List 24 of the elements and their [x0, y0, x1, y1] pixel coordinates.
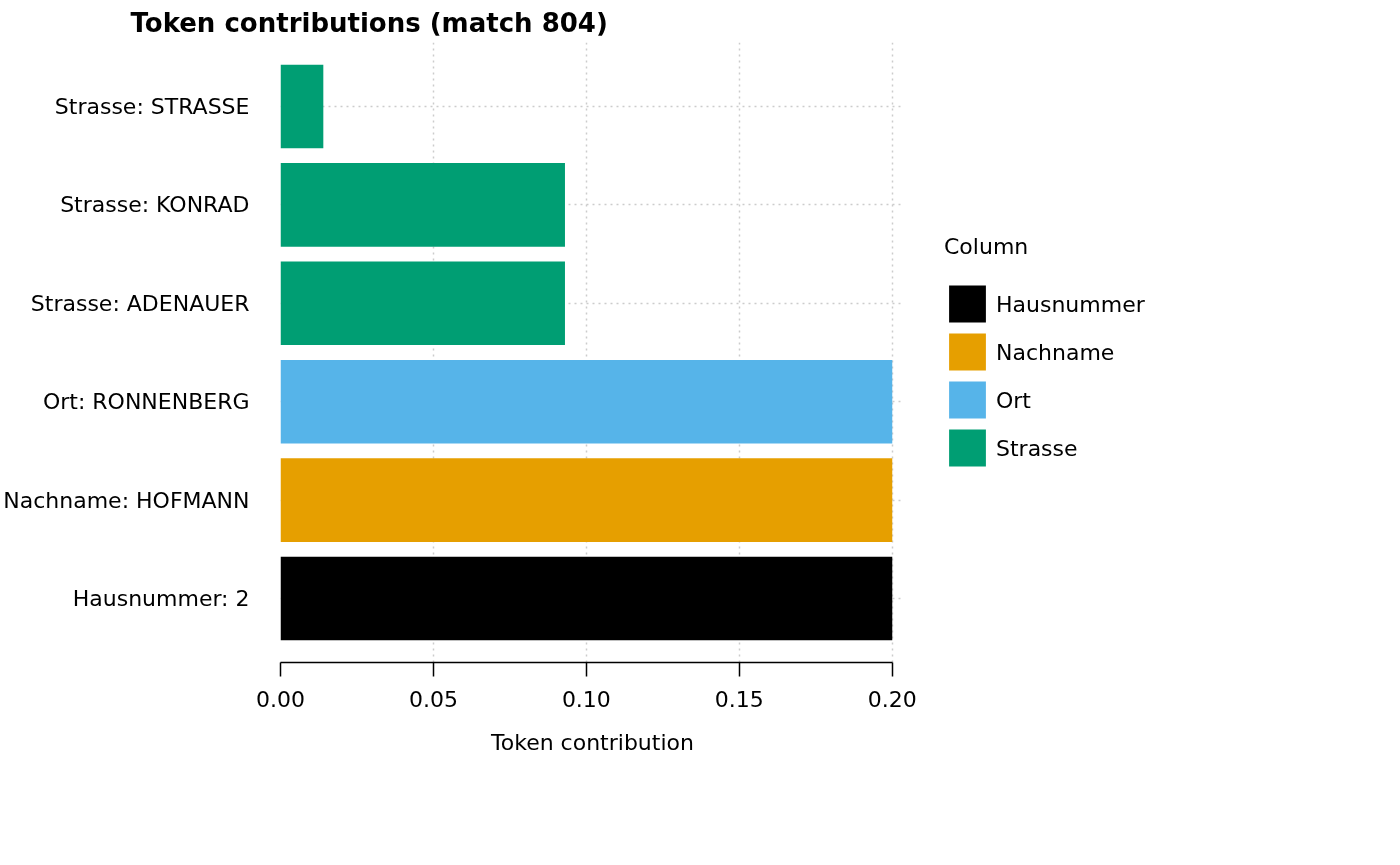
x-axis-title: Token contribution	[490, 729, 694, 755]
legend-label: Ort	[996, 387, 1031, 412]
y-tick-label: Ort: RONNENBERG	[42, 389, 250, 415]
x-tick-label: 0.00	[256, 686, 305, 712]
x-tick-label: 0.10	[561, 686, 611, 712]
y-tick-label: Nachname: HOFMANN	[3, 487, 250, 513]
y-tick-label: Hausnummer: 2	[72, 586, 250, 612]
y-tick-label: Strasse: KONRAD	[60, 192, 250, 218]
legend-title: Column	[944, 233, 1030, 259]
y-tick-label: Strasse: ADENAUER	[30, 290, 250, 316]
legend-label: Strasse	[996, 435, 1078, 460]
bar	[280, 64, 324, 149]
x-tick-label: 0.15	[714, 686, 764, 712]
x-tick-label: 0.20	[867, 686, 917, 712]
bar	[280, 163, 565, 247]
x-tick-label: 0.05	[408, 686, 458, 712]
bar	[280, 556, 893, 641]
bar	[280, 359, 893, 444]
y-tick-label: Strasse: STRASSE	[54, 93, 250, 119]
chart-title: Token contributions (match 804)	[130, 7, 608, 38]
legend-label: Hausnummer	[996, 291, 1145, 316]
bar	[280, 261, 565, 346]
legend-label: Nachname	[996, 339, 1115, 364]
bar	[280, 458, 893, 542]
